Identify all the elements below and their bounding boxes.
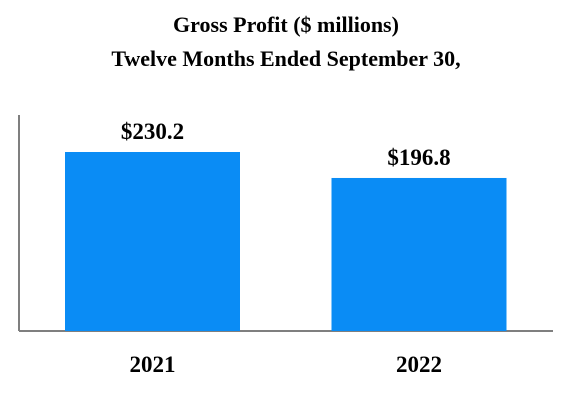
- chart-title: Gross Profit ($ millions): [173, 12, 399, 37]
- x-tick-label-2021: 2021: [130, 352, 176, 377]
- chart-subtitle: Twelve Months Ended September 30,: [111, 46, 461, 71]
- bar-2021: [65, 152, 240, 331]
- data-label-2021: $230.2: [121, 119, 184, 144]
- bar-2022: [331, 177, 507, 331]
- x-tick-label-2022: 2022: [396, 352, 442, 377]
- data-label-2022: $196.8: [387, 145, 450, 170]
